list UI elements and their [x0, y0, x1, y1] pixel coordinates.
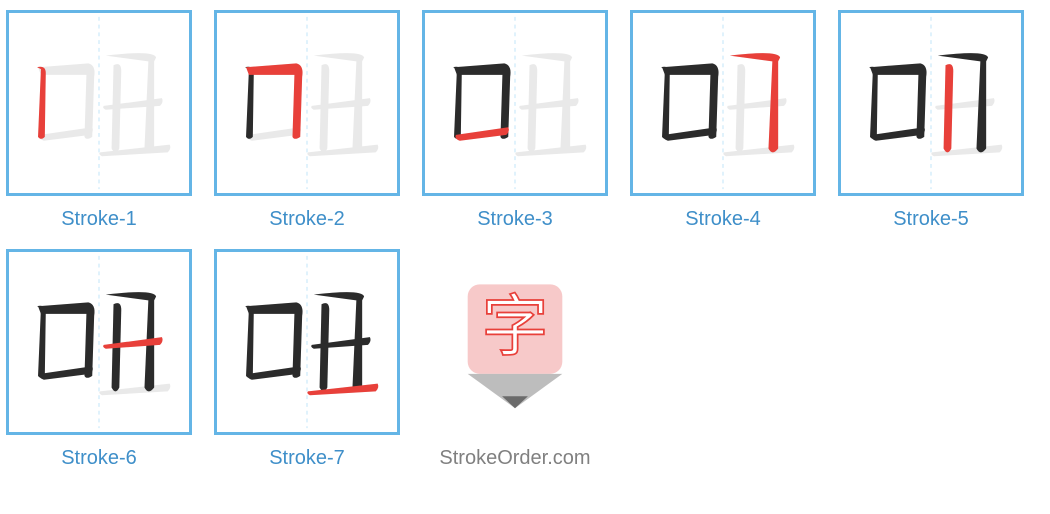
stroke-cell: Stroke-7	[214, 249, 400, 470]
stroke-tile	[838, 10, 1024, 196]
stroke-tile	[6, 249, 192, 435]
stroke-cell: Stroke-2	[214, 10, 400, 231]
stroke-tile	[214, 249, 400, 435]
stroke-caption: Stroke-6	[61, 447, 137, 470]
stroke-caption: Stroke-4	[685, 208, 761, 231]
footer-cell: 字 StrokeOrder.com	[422, 249, 608, 470]
stroke-caption: Stroke-3	[477, 208, 553, 231]
stroke-tile	[214, 10, 400, 196]
stroke-grid: Stroke-1 Stroke-2 Stroke-3 Stroke-4 Stro…	[6, 10, 1044, 470]
stroke-cell: Stroke-5	[838, 10, 1024, 231]
stroke-cell: Stroke-3	[422, 10, 608, 231]
svg-text:字: 字	[481, 290, 548, 365]
stroke-tile	[422, 10, 608, 196]
stroke-tile	[630, 10, 816, 196]
stroke-tile	[6, 10, 192, 196]
stroke-caption: Stroke-2	[269, 208, 345, 231]
stroke-cell: Stroke-6	[6, 249, 192, 470]
footer-text: StrokeOrder.com	[439, 447, 590, 470]
stroke-caption: Stroke-1	[61, 208, 137, 231]
stroke-caption: Stroke-7	[269, 447, 345, 470]
stroke-cell: Stroke-4	[630, 10, 816, 231]
stroke-cell: Stroke-1	[6, 10, 192, 231]
site-logo: 字	[422, 249, 608, 435]
stroke-caption: Stroke-5	[893, 208, 969, 231]
